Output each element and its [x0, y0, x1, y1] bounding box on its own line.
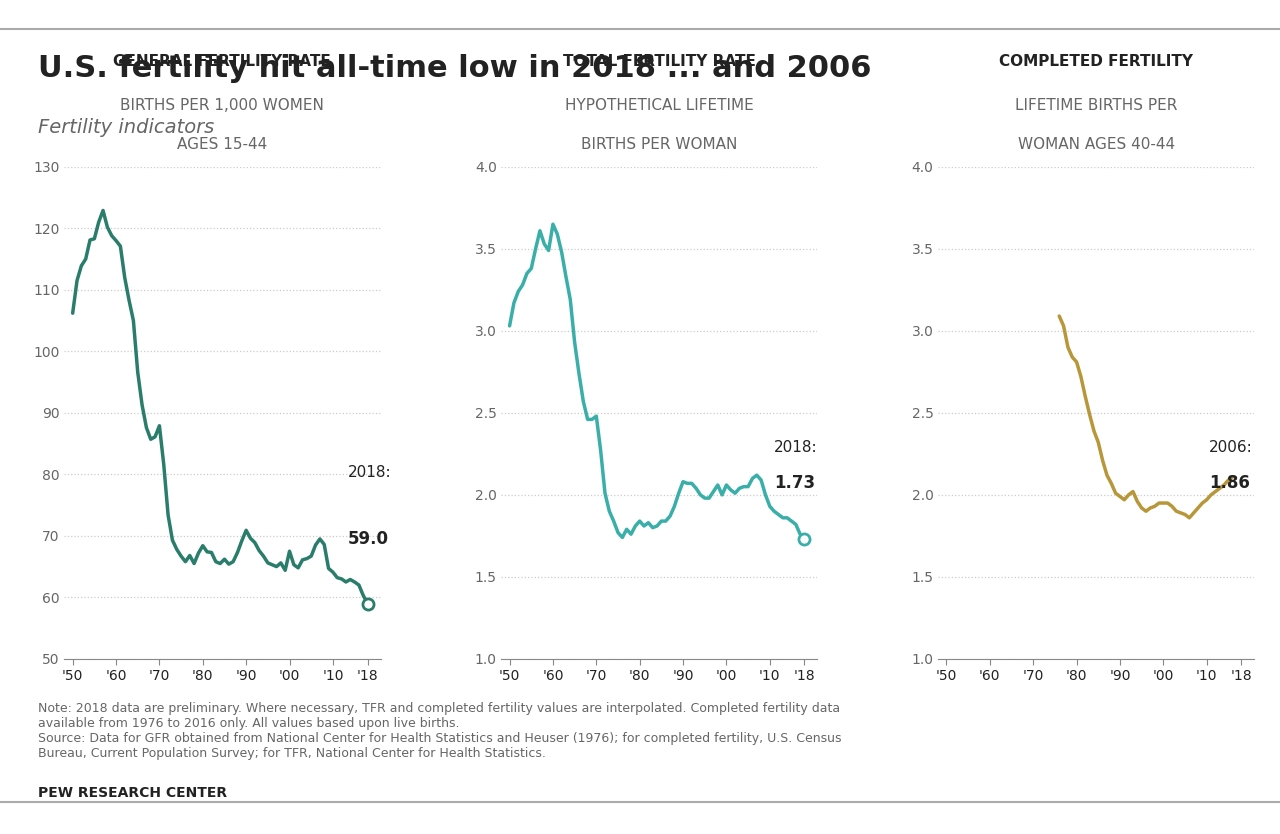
Text: LIFETIME BIRTHS PER: LIFETIME BIRTHS PER — [1015, 98, 1178, 113]
Text: WOMAN AGES 40-44: WOMAN AGES 40-44 — [1018, 138, 1175, 153]
Text: Note: 2018 data are preliminary. Where necessary, TFR and completed fertility va: Note: 2018 data are preliminary. Where n… — [38, 702, 842, 761]
Text: HYPOTHETICAL LIFETIME: HYPOTHETICAL LIFETIME — [564, 98, 754, 113]
Text: 2018:: 2018: — [348, 465, 392, 480]
Text: 1.86: 1.86 — [1208, 474, 1249, 491]
Text: 2018:: 2018: — [774, 440, 818, 455]
Text: GENERAL FERTILITY RATE: GENERAL FERTILITY RATE — [114, 53, 332, 68]
Text: COMPLETED FERTILITY: COMPLETED FERTILITY — [1000, 53, 1193, 68]
Text: BIRTHS PER WOMAN: BIRTHS PER WOMAN — [581, 138, 737, 153]
Text: 2006:: 2006: — [1208, 440, 1253, 455]
Text: Fertility indicators: Fertility indicators — [38, 118, 215, 138]
Text: TOTAL FERTILITY RATE: TOTAL FERTILITY RATE — [563, 53, 755, 68]
Text: 59.0: 59.0 — [348, 530, 389, 548]
Text: PEW RESEARCH CENTER: PEW RESEARCH CENTER — [38, 786, 228, 800]
Text: AGES 15-44: AGES 15-44 — [177, 138, 268, 153]
Text: U.S. fertility hit all-time low in 2018 ... and 2006: U.S. fertility hit all-time low in 2018 … — [38, 54, 872, 83]
Text: BIRTHS PER 1,000 WOMEN: BIRTHS PER 1,000 WOMEN — [120, 98, 324, 113]
Text: 1.73: 1.73 — [774, 474, 815, 491]
